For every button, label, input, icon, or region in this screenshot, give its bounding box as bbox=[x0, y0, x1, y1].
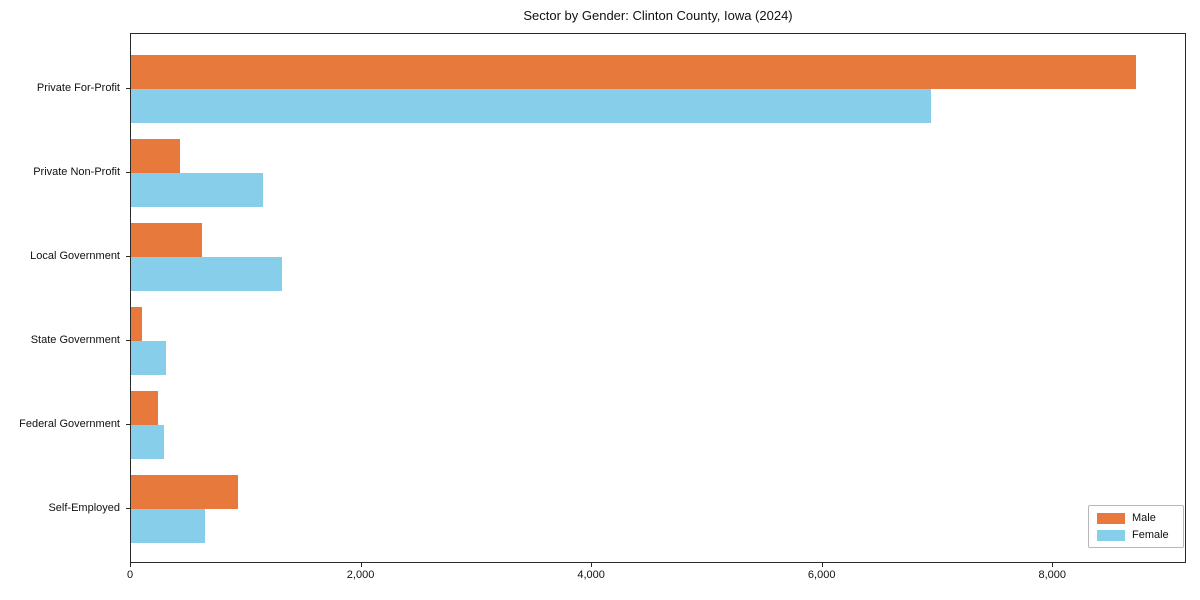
y-tick-mark-private-non-profit bbox=[126, 172, 130, 173]
bar-male-local-government bbox=[131, 223, 203, 257]
bar-male-private-for-profit bbox=[131, 55, 1137, 89]
bar-female-self-employed bbox=[131, 509, 205, 543]
y-axis-label-private-non-profit: Private Non-Profit bbox=[33, 166, 120, 178]
y-axis-label-federal-government: Federal Government bbox=[19, 418, 120, 430]
bar-female-private-non-profit bbox=[131, 173, 263, 207]
legend-item-male: Male bbox=[1097, 512, 1175, 524]
bar-male-federal-government bbox=[131, 391, 158, 425]
y-tick-mark-local-government bbox=[126, 256, 130, 257]
plot-area bbox=[130, 33, 1186, 563]
x-tick-mark-0 bbox=[130, 563, 131, 567]
x-tick-mark-6-000 bbox=[821, 563, 823, 567]
y-tick-mark-state-government bbox=[126, 340, 130, 341]
bar-male-private-non-profit bbox=[131, 139, 180, 173]
x-tick-label-8-000: 8,000 bbox=[1038, 569, 1067, 581]
chart-title: Sector by Gender: Clinton County, Iowa (… bbox=[523, 8, 793, 23]
bar-male-self-employed bbox=[131, 475, 238, 509]
y-tick-mark-private-for-profit bbox=[126, 88, 130, 89]
x-tick-label-4-000: 4,000 bbox=[577, 569, 605, 581]
legend: Male Female bbox=[1088, 505, 1184, 548]
y-axis-label-local-government: Local Government bbox=[30, 250, 120, 262]
bar-male-state-government bbox=[131, 307, 142, 341]
bar-female-local-government bbox=[131, 257, 283, 291]
bar-female-federal-government bbox=[131, 425, 165, 459]
y-axis-label-self-employed: Self-Employed bbox=[48, 502, 120, 514]
x-tick-label-2-000: 2,000 bbox=[346, 569, 375, 581]
y-axis-label-state-government: State Government bbox=[30, 334, 120, 346]
x-tick-mark-4-000 bbox=[591, 563, 593, 567]
legend-item-female: Female bbox=[1097, 529, 1175, 541]
legend-label-male: Male bbox=[1132, 512, 1156, 524]
legend-label-female: Female bbox=[1132, 529, 1169, 541]
x-tick-mark-8-000 bbox=[1052, 563, 1054, 567]
y-axis-label-private-for-profit: Private For-Profit bbox=[36, 82, 120, 94]
x-tick-label-6-000: 6,000 bbox=[807, 569, 836, 581]
legend-swatch-male bbox=[1097, 512, 1125, 524]
bar-female-state-government bbox=[131, 341, 166, 375]
bar-female-private-for-profit bbox=[131, 89, 932, 123]
x-tick-mark-2-000 bbox=[360, 563, 362, 567]
x-tick-label-0: 0 bbox=[126, 569, 134, 581]
legend-swatch-female bbox=[1097, 529, 1125, 541]
y-tick-mark-self-employed bbox=[126, 508, 130, 509]
y-tick-mark-federal-government bbox=[126, 424, 130, 425]
